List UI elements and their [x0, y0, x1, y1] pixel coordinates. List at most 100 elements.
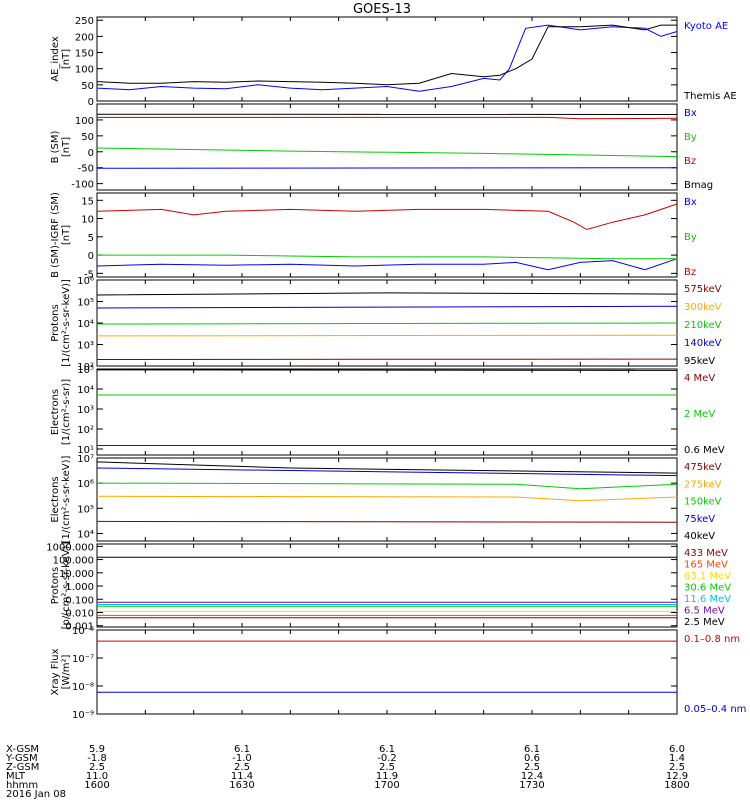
- legend-label: 165 MeV: [684, 560, 728, 571]
- series-line-475kev: [96, 520, 678, 523]
- y-axis-label: Electrons[1/(cm²-s-sr)]: [50, 379, 72, 445]
- series-line-150kev: [96, 482, 678, 490]
- legend-label: 0.05–0.4 nm: [684, 704, 746, 715]
- legend-label: By: [684, 132, 697, 143]
- y-tick-label: 1000.000: [46, 542, 94, 553]
- y-tick-label: 0: [88, 251, 94, 262]
- y-tick-label: -5: [84, 269, 94, 280]
- legend-label: 0.1–0.8 nm: [684, 634, 740, 645]
- x-tick-value: 2.5: [379, 762, 395, 773]
- y-tick-label: 0: [88, 97, 94, 108]
- y-axis-label: Xray Flux[W/m²]: [50, 648, 72, 695]
- series-line-bx: [96, 258, 678, 271]
- y-tick-label: 150: [75, 49, 94, 60]
- legend-label: Bx: [684, 197, 697, 208]
- x-tick-value: 5.9: [89, 744, 105, 755]
- legend-label: 2.5 MeV: [684, 617, 725, 628]
- y-axis-label: B (SM)-IGRF (SM)[nT]: [50, 192, 72, 278]
- y-tick-label: 50: [81, 81, 94, 92]
- legend-label: 95keV: [684, 356, 715, 367]
- x-tick-value: 12.4: [521, 771, 543, 782]
- y-axis-label: Protons[p/(cm²-s-sr-keV)]: [50, 542, 72, 630]
- plot-title: GOES-13: [353, 2, 411, 17]
- series-line-by: [97, 254, 677, 260]
- panel-frame: [96, 543, 678, 628]
- series-line-275kev: [96, 495, 678, 502]
- y-tick-label: 0.010: [65, 608, 94, 619]
- legend-label: 210keV: [684, 320, 722, 331]
- y-tick-label: -50: [78, 164, 94, 175]
- x-row-label: Z-GSM: [6, 762, 39, 773]
- x-tick-value: 2.5: [524, 762, 540, 773]
- x-tick-value: 1730: [519, 780, 544, 791]
- y-tick-label: 100: [75, 65, 94, 76]
- panel-6: 10⁴ 10⁵ 10⁶ 10⁷ Electrons[1/(cm²-s-sr-keV)] 4…: [50, 454, 722, 543]
- x-tick-value: 11.4: [231, 771, 253, 782]
- x-tick-value: -1.8: [87, 753, 107, 764]
- x-tick-value: 0.6: [524, 753, 540, 764]
- y-tick-label: 10¹: [77, 445, 94, 456]
- legend-label: 150keV: [684, 497, 722, 508]
- legend-label: Bx: [684, 108, 697, 119]
- series-line-140kev: [96, 305, 678, 309]
- x-tick-value: -1.0: [232, 753, 252, 764]
- y-tick-label: 10: [81, 215, 94, 226]
- legend-label: 433 MeV: [684, 548, 728, 559]
- x-tick-value: 11.9: [376, 771, 398, 782]
- x-tick-value: 6.1: [524, 744, 540, 755]
- legend-label: Kyoto AE: [684, 21, 728, 32]
- y-tick-label: 10⁴: [77, 529, 94, 540]
- panel-7: 0.001 0.010 0.100 1.000 10.000 100.000 1000.00…: [46, 542, 731, 633]
- y-axis-label: Electrons[1/(cm²-s-sr-keV)]: [50, 456, 72, 544]
- x-row-label: X-GSM: [6, 744, 39, 755]
- series-line-kyoto-ae: [96, 24, 678, 92]
- x-row-label: hhmm: [6, 780, 38, 791]
- panel-3: -5 0 5 10 15 B (SM)-IGRF (SM)[nT] Bx By Bz: [50, 192, 697, 280]
- legend-label: 11.6 MeV: [684, 594, 731, 605]
- y-tick-label: 0.100: [65, 595, 94, 606]
- legend-label: Themis AE: [683, 91, 737, 102]
- y-tick-label: 10⁷: [77, 454, 94, 465]
- legend-label: 275keV: [684, 479, 722, 490]
- x-tick-value: 1600: [84, 780, 109, 791]
- legend-label: Bz: [684, 267, 696, 278]
- panel-5: 10¹ 10² 10³ 10⁴ 10⁵ Electrons[1/(cm²-s-sr)] 4 …: [50, 365, 725, 456]
- y-tick-label: 10⁻⁹: [72, 710, 94, 721]
- x-tick-value: 1800: [664, 780, 689, 791]
- series-line-210kev: [96, 322, 678, 325]
- y-tick-label: 10²: [77, 362, 94, 373]
- legend-label: 300keV: [684, 302, 722, 313]
- y-tick-label: 10⁻⁸: [72, 682, 94, 693]
- x-row-label: MLT: [6, 771, 26, 782]
- series-line-0-6-mev: [96, 369, 678, 371]
- legend-label: By: [684, 232, 697, 243]
- x-tick-value: 2.5: [234, 762, 250, 773]
- y-tick-label: 0.001: [65, 622, 94, 633]
- series-line-300kev: [96, 334, 678, 337]
- series-line-bz: [97, 116, 678, 120]
- y-tick-label: 10³: [77, 341, 94, 352]
- series-line-95kev: [96, 292, 678, 296]
- legend-label: 6.5 MeV: [684, 606, 725, 617]
- y-tick-label: 0: [88, 148, 94, 159]
- y-tick-label: 10⁶: [77, 479, 94, 490]
- panel-4: 10² 10³ 10⁴ 10⁵ 10⁶ Protons[1/(cm²-s-sr-keV)]…: [50, 276, 722, 373]
- series-line-by: [96, 147, 678, 158]
- series-line-bz: [96, 203, 678, 231]
- y-tick-label: 200: [75, 32, 94, 43]
- legend-label: 40keV: [684, 531, 715, 542]
- y-tick-label: 10⁵: [77, 365, 94, 376]
- panel-frame: [96, 16, 678, 102]
- y-tick-label: 50: [81, 132, 94, 143]
- x-tick-value: 1700: [374, 780, 399, 791]
- legend-label: 63.1 MeV: [684, 571, 731, 582]
- x-tick-value: 1630: [229, 780, 254, 791]
- legend-label: 30.6 MeV: [684, 583, 731, 594]
- x-tick-value: -0.2: [377, 753, 397, 764]
- legend-label: 475keV: [684, 462, 722, 473]
- panel-frame: [96, 457, 678, 542]
- y-tick-label: 100: [75, 116, 94, 127]
